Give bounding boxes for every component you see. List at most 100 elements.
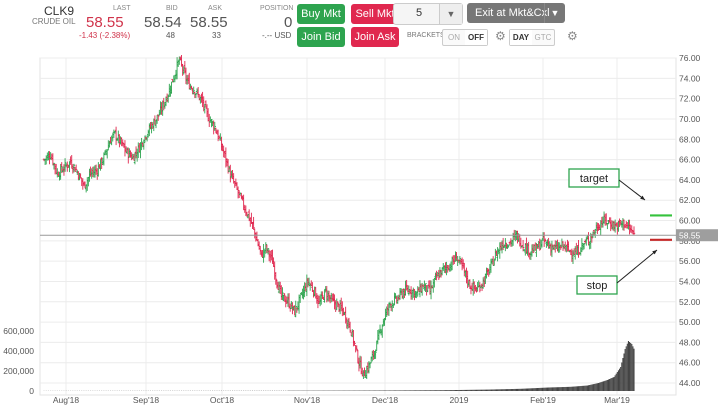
- quote-header: CLK9 CRUDE OIL LAST 58.55 -1.43 (-2.38%)…: [0, 0, 719, 48]
- brackets-toggle[interactable]: ON OFF: [442, 29, 488, 46]
- target-callout: target: [568, 168, 646, 201]
- chevron-down-icon[interactable]: ▼: [544, 3, 565, 23]
- price-tick-label: 48.00: [679, 337, 701, 347]
- ohlc-bar: [585, 236, 588, 246]
- price-tick-label: 76.00: [679, 53, 701, 63]
- ask-price: 58.55: [190, 14, 228, 31]
- time-tick-label: Oct'18: [210, 395, 235, 405]
- bid-price: 58.54: [144, 14, 182, 31]
- ohlc-bar: [478, 282, 482, 293]
- target-callout-arrow: [618, 179, 646, 201]
- ohlc-bar: [72, 163, 76, 173]
- price-axis: 76.00 74.00 72.00 70.00 68.00 66.00 64.00 62.00…: [679, 53, 701, 388]
- ohlc-bar: [374, 349, 377, 359]
- exit-market-cancel-button[interactable]: Exit at Mkt&Cxl ▼: [467, 3, 565, 23]
- symbol: CLK9: [44, 4, 75, 18]
- time-tick-label: Mar'19: [604, 395, 630, 405]
- time-tick-label: Feb'19: [530, 395, 556, 405]
- ohlc-bar: [571, 250, 575, 265]
- target-callout-box: [568, 168, 620, 188]
- price-tick-label: 68.00: [679, 134, 701, 144]
- ohlc-bar: [274, 272, 277, 285]
- brackets-label: BRACKETS: [407, 32, 445, 39]
- ask-label: ASK: [208, 5, 223, 12]
- gear-icon[interactable]: ⚙: [495, 29, 506, 43]
- price-tick-label: 74.00: [679, 73, 701, 83]
- ohlc-bar: [52, 162, 56, 170]
- join-ask-button[interactable]: Join Ask: [351, 27, 399, 47]
- gear-icon[interactable]: ⚙: [567, 29, 578, 43]
- ohlc-bar: [437, 269, 441, 281]
- bid-size: 48: [166, 31, 175, 40]
- tif-gtc-option[interactable]: GTC: [534, 33, 552, 42]
- price-tick-label: 72.00: [679, 94, 701, 104]
- ohlc-bar: [307, 277, 311, 286]
- ohlc-bar: [544, 238, 547, 242]
- ohlc-bar: [74, 164, 78, 171]
- ohlc-bar: [424, 283, 427, 292]
- price-tick-label: 70.00: [679, 114, 701, 124]
- price-tick-label: 54.00: [679, 276, 701, 286]
- position-label: POSITION: [260, 5, 294, 12]
- ohlc-bar: [531, 243, 535, 254]
- time-tick-label: 2019: [450, 395, 469, 405]
- target-callout-arrowhead: [640, 195, 645, 200]
- ohlc-bar: [157, 114, 160, 121]
- sell-market-button[interactable]: Sell Mkt: [351, 4, 399, 24]
- price-tick-label: 62.00: [679, 195, 701, 205]
- ohlc-bar: [355, 345, 358, 351]
- ohlc-bar: [192, 86, 195, 95]
- brackets-on-option[interactable]: ON: [448, 33, 460, 42]
- time-tick-label: Sep'18: [133, 395, 159, 405]
- exit-label: Exit at Mkt&Cxl: [475, 7, 550, 19]
- price-tick-label: 52.00: [679, 297, 701, 307]
- ohlc-bar: [127, 147, 130, 164]
- stop-callout-label: stop: [587, 280, 608, 292]
- quantity-value: 5: [416, 7, 423, 19]
- tif-day-option[interactable]: DAY: [510, 30, 532, 45]
- price-tick-label: 64.00: [679, 175, 701, 185]
- ohlc-bar: [140, 137, 143, 151]
- ohlc-bar: [536, 244, 539, 249]
- chart-overlays: 58.55 target stop: [40, 168, 718, 295]
- ohlc-bar: [114, 126, 118, 146]
- ohlc-bar: [130, 152, 133, 161]
- join-bid-button[interactable]: Join Bid: [297, 27, 345, 47]
- ohlc-bar: [593, 228, 597, 238]
- ohlc-bar: [190, 85, 193, 90]
- time-tick-label: Nov'18: [294, 395, 320, 405]
- volume-axis: 600,000 400,000 200,000 0: [3, 326, 34, 396]
- volume-tick-label: 0: [29, 386, 34, 396]
- ohlc-bar: [348, 321, 352, 333]
- position-pl: -.-- USD: [262, 31, 292, 40]
- time-in-force-toggle[interactable]: DAY GTC: [509, 29, 555, 46]
- ohlc-bar: [142, 139, 146, 150]
- chevron-down-icon[interactable]: ▼: [439, 4, 462, 24]
- buy-market-button[interactable]: Buy Mkt: [297, 4, 345, 24]
- ohlc-bar: [121, 139, 124, 147]
- ohlc-bar: [210, 119, 213, 128]
- ohlc-bar: [559, 244, 563, 250]
- price-tick-label: 50.00: [679, 317, 701, 327]
- price-tick-label: 44.00: [679, 378, 701, 388]
- price-tick-label: 56.00: [679, 256, 701, 266]
- volume-bars: [43, 341, 635, 391]
- volume-tick-label: 400,000: [3, 346, 34, 356]
- ohlc-bar: [521, 239, 525, 252]
- quantity-select[interactable]: 5 ▼: [393, 3, 463, 25]
- ohlc-bar: [143, 135, 147, 143]
- ohlc-bar: [229, 164, 232, 183]
- symbol-subtitle: CRUDE OIL: [32, 17, 76, 26]
- ohlc-bar: [262, 244, 265, 263]
- stop-callout: stop: [576, 249, 658, 295]
- price-tick-label: 60.00: [679, 216, 701, 226]
- ohlc-bar: [353, 340, 356, 346]
- last-price: 58.55: [86, 14, 124, 31]
- stop-callout-box: [576, 275, 618, 295]
- time-tick-label: Dec'18: [372, 395, 398, 405]
- ask-size: 33: [212, 31, 221, 40]
- brackets-off-option[interactable]: OFF: [465, 30, 487, 45]
- ohlc-bar: [567, 241, 570, 252]
- ohlc-bar: [458, 256, 462, 265]
